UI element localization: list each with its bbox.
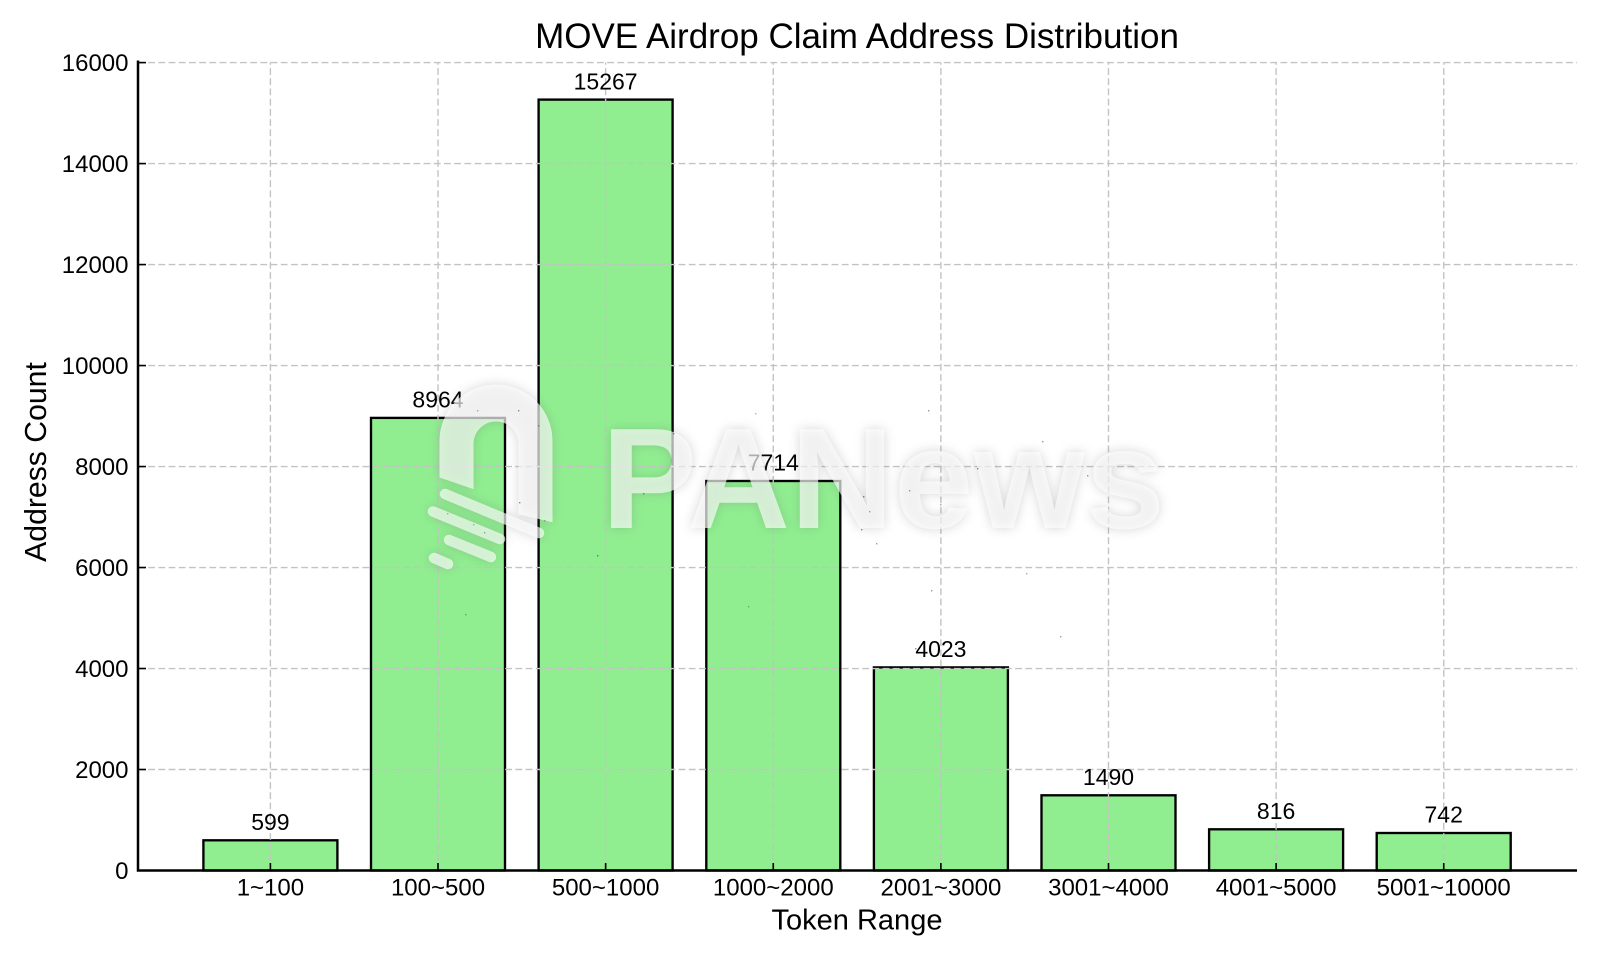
svg-text:16000: 16000 xyxy=(62,50,129,77)
svg-text:4000: 4000 xyxy=(75,656,128,683)
svg-text:599: 599 xyxy=(251,809,289,835)
svg-text:816: 816 xyxy=(1257,798,1295,824)
svg-text:2000: 2000 xyxy=(75,757,128,784)
svg-text:1000~2000: 1000~2000 xyxy=(713,875,834,902)
svg-text:8000: 8000 xyxy=(75,454,128,481)
svg-text:500~1000: 500~1000 xyxy=(552,875,659,902)
svg-text:PANews: PANews xyxy=(602,399,1166,559)
svg-text:1~100: 1~100 xyxy=(237,875,304,902)
svg-text:15267: 15267 xyxy=(574,68,638,94)
svg-text:0: 0 xyxy=(115,858,128,885)
svg-text:1490: 1490 xyxy=(1083,764,1134,790)
svg-text:4023: 4023 xyxy=(915,636,966,662)
svg-text:742: 742 xyxy=(1425,802,1463,828)
svg-text:4001~5000: 4001~5000 xyxy=(1216,875,1337,902)
svg-text:PANews: PANews xyxy=(602,399,1166,559)
svg-text:14000: 14000 xyxy=(62,151,129,178)
svg-text:Token Range: Token Range xyxy=(772,905,943,937)
svg-text:3001~4000: 3001~4000 xyxy=(1048,875,1169,902)
svg-text:10000: 10000 xyxy=(62,353,129,380)
svg-text:5001~10000: 5001~10000 xyxy=(1377,875,1511,902)
svg-text:Address Count: Address Count xyxy=(20,362,53,562)
svg-text:2001~3000: 2001~3000 xyxy=(881,875,1002,902)
svg-text:7714: 7714 xyxy=(748,450,799,476)
svg-text:MOVE Airdrop Claim Address Dis: MOVE Airdrop Claim Address Distribution xyxy=(535,17,1179,56)
svg-text:100~500: 100~500 xyxy=(391,875,485,902)
svg-text:12000: 12000 xyxy=(62,252,129,279)
svg-text:6000: 6000 xyxy=(75,555,128,582)
